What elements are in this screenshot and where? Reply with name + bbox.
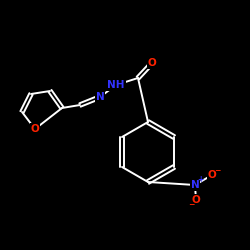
Text: +: +	[197, 176, 203, 184]
Text: O: O	[192, 195, 200, 205]
Text: −: −	[188, 200, 194, 209]
Text: O: O	[30, 124, 40, 134]
Text: −: −	[214, 166, 220, 175]
Text: O: O	[208, 170, 216, 180]
Text: N: N	[191, 180, 200, 190]
Text: O: O	[148, 58, 156, 68]
Text: N: N	[96, 92, 104, 102]
Text: NH: NH	[107, 80, 125, 90]
